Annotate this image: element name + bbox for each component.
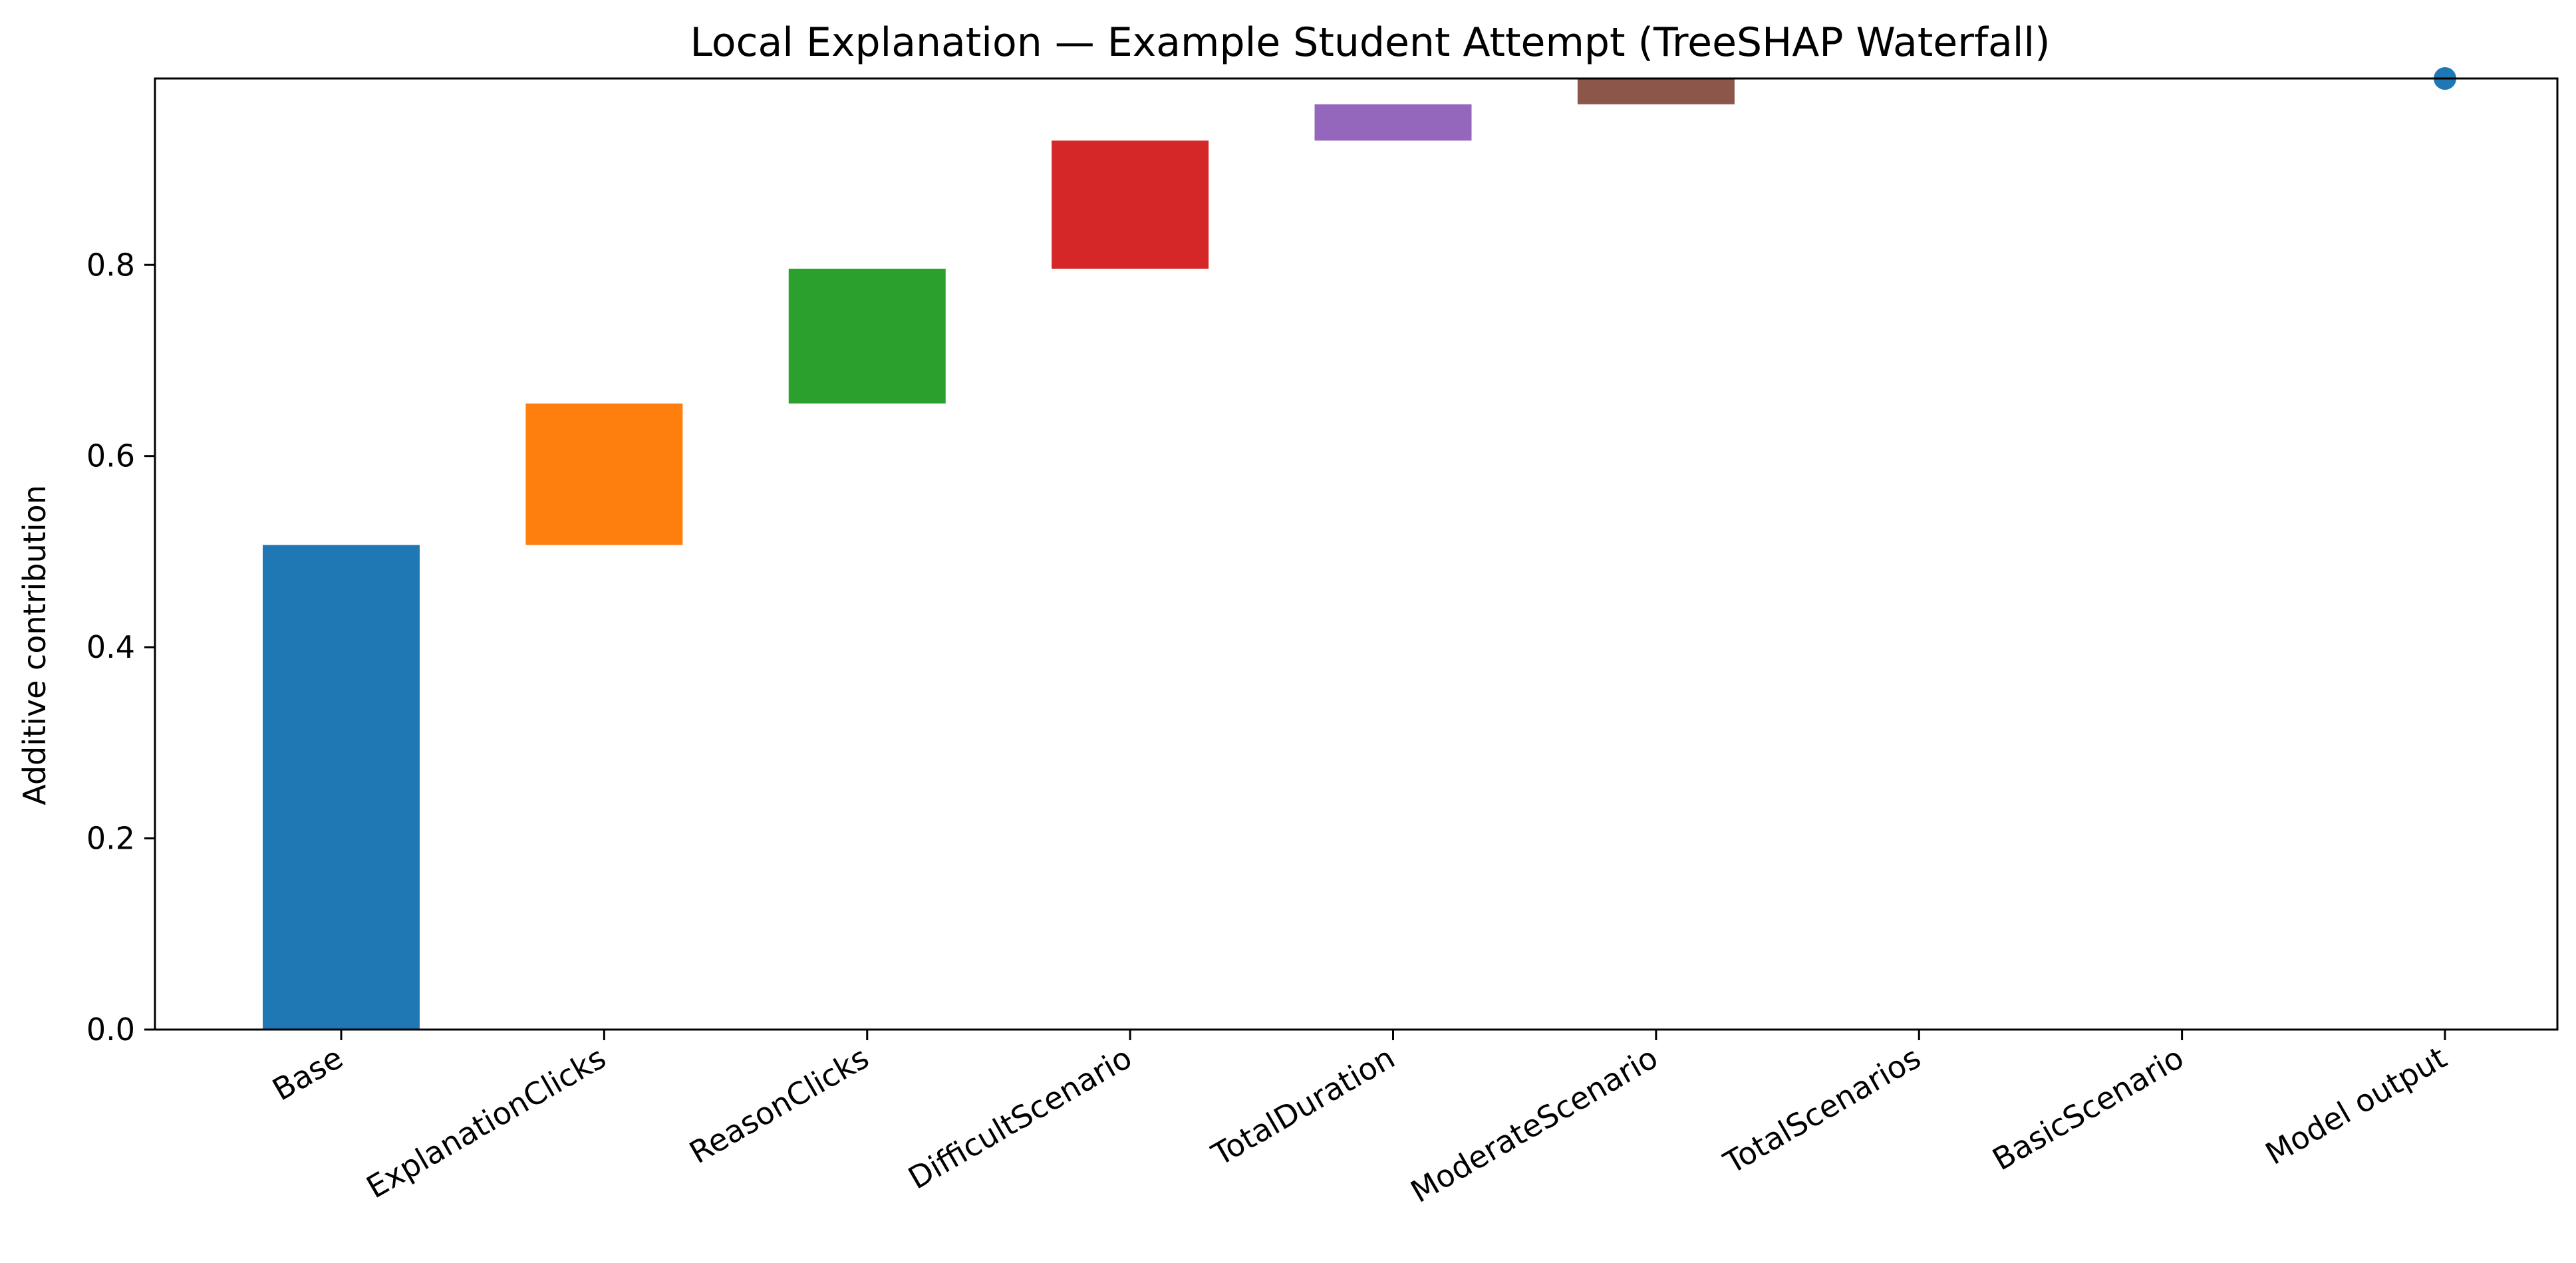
- y-tick-label: 0.2: [86, 821, 135, 857]
- bars-layer: [263, 78, 1735, 1030]
- chart-title: Local Explanation — Example Student Atte…: [690, 19, 2050, 66]
- y-tick-label: 0.8: [86, 247, 135, 283]
- y-axis: 0.0 0.2 0.4 0.6 0.8: [86, 247, 155, 1048]
- y-tick-label: 0.6: [86, 438, 135, 474]
- bar-base: [263, 545, 420, 1030]
- y-axis-label: Additive contribution: [17, 485, 53, 805]
- plot-frame: [154, 77, 2559, 1031]
- bar-reason-clicks: [788, 269, 946, 404]
- y-tick-label: 0.0: [86, 1012, 135, 1048]
- y-tick-label: 0.4: [86, 629, 135, 665]
- bar-moderate-scenario: [1577, 78, 1735, 104]
- bar-explanation-clicks: [525, 403, 683, 545]
- bar-total-duration: [1314, 104, 1472, 141]
- bar-difficult-scenario: [1052, 140, 1209, 269]
